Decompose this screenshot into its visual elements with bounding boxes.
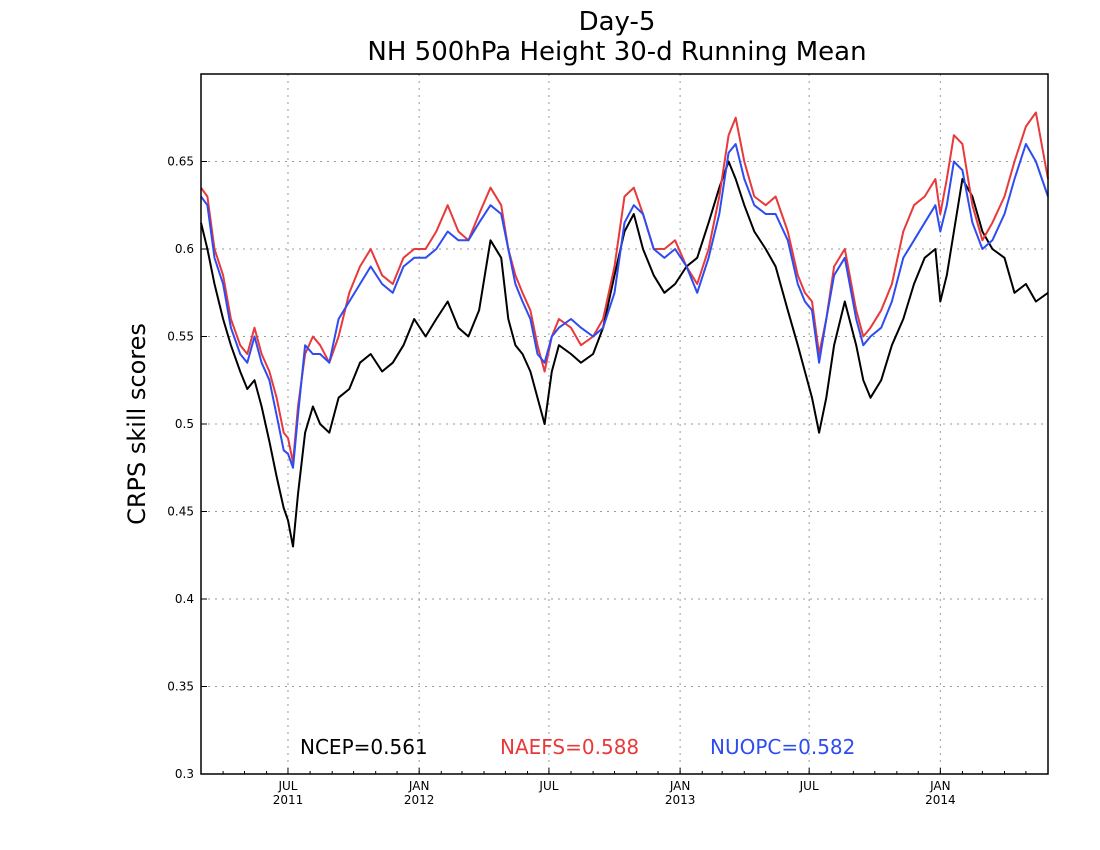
y-tick-label: 0.45 bbox=[167, 505, 194, 519]
series-line-nuopc bbox=[200, 143, 1049, 469]
y-tick-label: 0.5 bbox=[175, 417, 194, 431]
x-tick-label: JAN bbox=[408, 779, 430, 793]
legend-entry-nuopc: NUOPC=0.582 bbox=[710, 735, 855, 759]
y-tick-label: 0.35 bbox=[167, 680, 194, 694]
series-line-ncep bbox=[200, 160, 1049, 548]
axes: 0.30.350.40.450.50.550.60.65JUL2011JAN20… bbox=[167, 155, 1027, 807]
y-tick-label: 0.3 bbox=[175, 767, 194, 781]
x-tick-year-label: 2011 bbox=[273, 793, 304, 807]
series-line-naefs bbox=[200, 111, 1049, 464]
chart-subtitle: NH 500hPa Height 30-d Running Mean bbox=[367, 37, 866, 67]
x-tick-label: JAN bbox=[669, 779, 691, 793]
x-tick-year-label: 2012 bbox=[404, 793, 435, 807]
y-tick-label: 0.4 bbox=[175, 592, 194, 606]
y-axis-label: CRPS skill scores bbox=[123, 323, 151, 525]
legend-entry-ncep: NCEP=0.561 bbox=[300, 735, 428, 759]
grid bbox=[201, 74, 1048, 774]
legend: NCEP=0.561 NAEFS=0.588 NUOPC=0.582 bbox=[300, 735, 855, 759]
y-tick-label: 0.6 bbox=[175, 242, 194, 256]
series-lines bbox=[200, 111, 1049, 548]
x-tick-label: JUL bbox=[538, 779, 558, 793]
x-tick-label: JUL bbox=[799, 779, 819, 793]
y-tick-label: 0.65 bbox=[167, 155, 194, 169]
chart-title: Day-5 bbox=[579, 7, 656, 37]
x-tick-year-label: 2014 bbox=[925, 793, 956, 807]
x-tick-label: JAN bbox=[929, 779, 951, 793]
x-tick-label: JUL bbox=[277, 779, 297, 793]
legend-entry-naefs: NAEFS=0.588 bbox=[500, 735, 639, 759]
y-tick-label: 0.55 bbox=[167, 330, 194, 344]
x-tick-year-label: 2013 bbox=[665, 793, 696, 807]
